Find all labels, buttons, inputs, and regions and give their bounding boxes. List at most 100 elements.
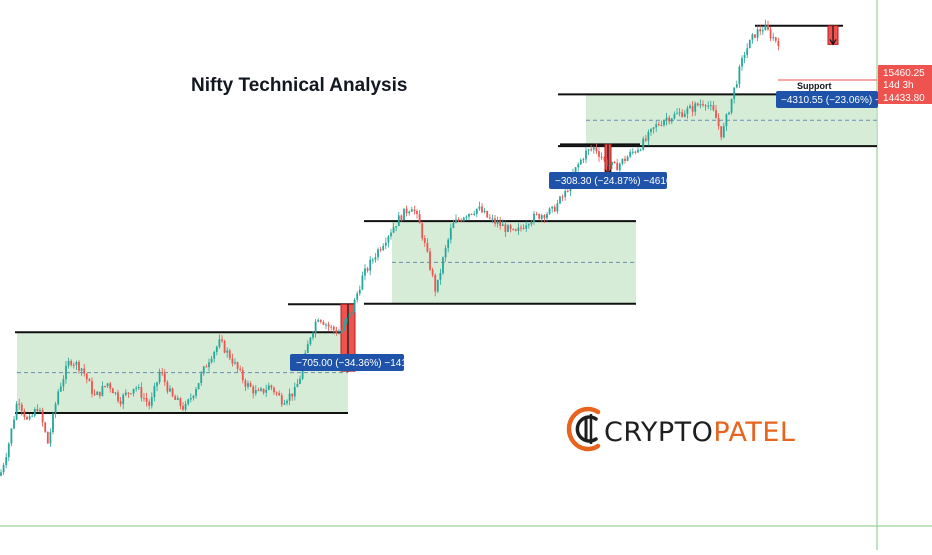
candle-body <box>769 29 772 39</box>
candle-body <box>369 259 372 271</box>
candle-body <box>286 400 288 404</box>
candle-body <box>119 400 122 405</box>
candlestick-series <box>0 19 780 477</box>
candle-body <box>681 112 684 117</box>
candle-body <box>509 225 512 229</box>
candle-body <box>715 110 717 119</box>
candle-body <box>96 391 99 395</box>
candle-body <box>514 229 517 231</box>
candle-body <box>288 393 291 401</box>
candle-body <box>358 289 361 294</box>
candle-body <box>530 222 533 225</box>
candle-body <box>730 98 733 113</box>
candle-body <box>327 324 330 327</box>
candle-body <box>254 390 257 394</box>
candle-body <box>148 401 151 406</box>
candle-body <box>553 206 556 212</box>
candle-body <box>2 465 5 473</box>
candle-body <box>5 457 8 466</box>
candle-body <box>712 105 715 111</box>
candle-body <box>330 326 333 328</box>
candle-body <box>452 222 455 229</box>
candle-body <box>208 362 210 368</box>
candle-body <box>278 393 281 396</box>
candle-body <box>764 24 767 31</box>
measurement-markers <box>340 25 839 373</box>
candle-body <box>551 206 554 209</box>
candle-body <box>457 219 460 221</box>
candle-body <box>150 397 153 406</box>
candle-body <box>93 393 96 395</box>
candle-body <box>10 428 13 444</box>
candle-body <box>470 213 473 215</box>
candle-body <box>423 238 426 243</box>
brand-coin-icon <box>566 406 601 452</box>
candle-body <box>546 214 548 219</box>
candle-body <box>145 397 148 402</box>
candle-body <box>132 388 135 394</box>
candle-body <box>301 367 304 379</box>
candle-body <box>691 105 694 112</box>
candle-body <box>88 379 91 382</box>
candle-body <box>720 126 723 138</box>
candle-body <box>387 236 390 243</box>
candle-body <box>777 40 780 47</box>
candle-body <box>317 319 320 322</box>
candle-body <box>642 138 645 150</box>
candle-body <box>494 218 496 224</box>
candle-body <box>117 392 119 401</box>
candle-body <box>356 293 359 300</box>
candle-body <box>759 29 762 32</box>
candle-body <box>291 393 294 397</box>
candle-body <box>174 396 177 400</box>
candle-body <box>624 158 626 161</box>
candle-body <box>574 167 577 174</box>
candle-body <box>507 225 509 232</box>
candle-body <box>39 410 41 412</box>
candle-body <box>309 337 312 345</box>
candle-body <box>535 213 538 215</box>
candle-body <box>332 326 335 331</box>
candle-body <box>244 380 247 387</box>
candle-body <box>265 389 268 393</box>
candle-body <box>379 249 382 251</box>
candle-body <box>595 147 598 152</box>
candle-body <box>486 210 489 218</box>
candle-body <box>36 409 39 411</box>
candle-body <box>83 368 86 374</box>
candle-body <box>629 151 632 157</box>
candle-body <box>62 379 65 387</box>
candle-body <box>473 213 476 215</box>
candle-body <box>156 382 158 387</box>
candle-body <box>283 403 286 405</box>
candle-body <box>44 422 47 432</box>
candle-body <box>418 213 421 224</box>
price-tag-last: 15460.25 <box>883 68 925 79</box>
candle-body <box>392 227 395 233</box>
candle-body <box>408 211 411 214</box>
candle-body <box>767 24 769 30</box>
candle-body <box>65 365 67 380</box>
candle-body <box>189 398 192 400</box>
candle-body <box>702 104 704 106</box>
measure-label-2: −308.30 (−24.87%) −46166 <box>549 172 677 189</box>
candle-body <box>202 366 205 374</box>
candle-body <box>158 372 161 383</box>
candle-body <box>397 215 400 227</box>
candle-body <box>176 398 179 400</box>
candle-body <box>111 388 114 394</box>
candle-body <box>439 273 442 280</box>
candle-body <box>226 350 229 353</box>
candle-body <box>293 387 296 397</box>
candle-body <box>644 138 647 141</box>
candle-body <box>374 257 377 260</box>
candle-body <box>429 251 431 270</box>
candle-body <box>696 103 699 106</box>
candle-body <box>54 404 57 414</box>
candle-body <box>499 221 502 226</box>
candle-body <box>364 268 366 276</box>
candle-body <box>639 149 642 151</box>
candle-body <box>548 208 551 215</box>
candle-body <box>416 210 418 214</box>
candle-body <box>215 346 218 352</box>
